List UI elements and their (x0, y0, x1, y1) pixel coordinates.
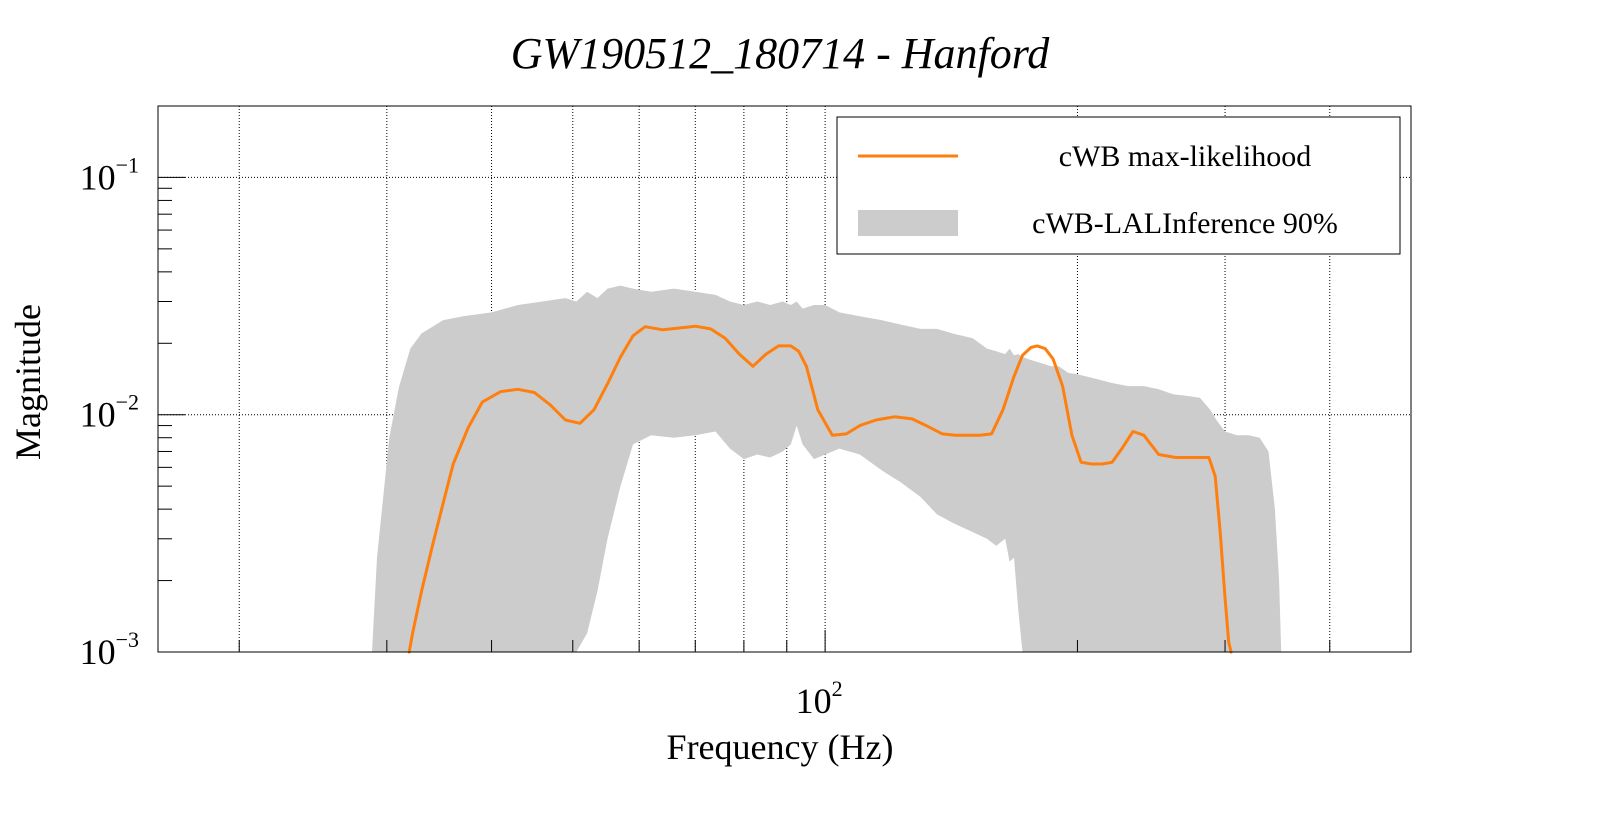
legend-label: cWB-LALInference 90% (1032, 207, 1338, 240)
axis-tick-labels: 10−3 10−2 10−1 102 (80, 152, 843, 721)
series-lines (407, 324, 1233, 654)
legend-label: cWB max-likelihood (1059, 140, 1311, 173)
legend: cWB max-likelihood cWB-LALInference 90% (836, 116, 1401, 255)
y-tick-label: 10−1 (80, 152, 139, 197)
axis-ticks (158, 105, 1412, 653)
chart-title: GW190512_180714 - Hanford (511, 29, 1051, 78)
legend-swatch-band (858, 210, 958, 236)
y-tick-label: 10−2 (80, 390, 139, 435)
x-axis-title: Frequency (Hz) (667, 727, 894, 767)
series-line-cwb-max-likelihood (407, 324, 1233, 654)
plot-frame (157, 105, 1412, 653)
confidence-bands (372, 285, 1282, 652)
y-tick-label: 10−3 (80, 627, 139, 672)
x-tick-label: 102 (796, 676, 843, 721)
y-axis-title: Magnitude (8, 304, 48, 460)
series-band-lalinference-90 (372, 285, 1282, 652)
